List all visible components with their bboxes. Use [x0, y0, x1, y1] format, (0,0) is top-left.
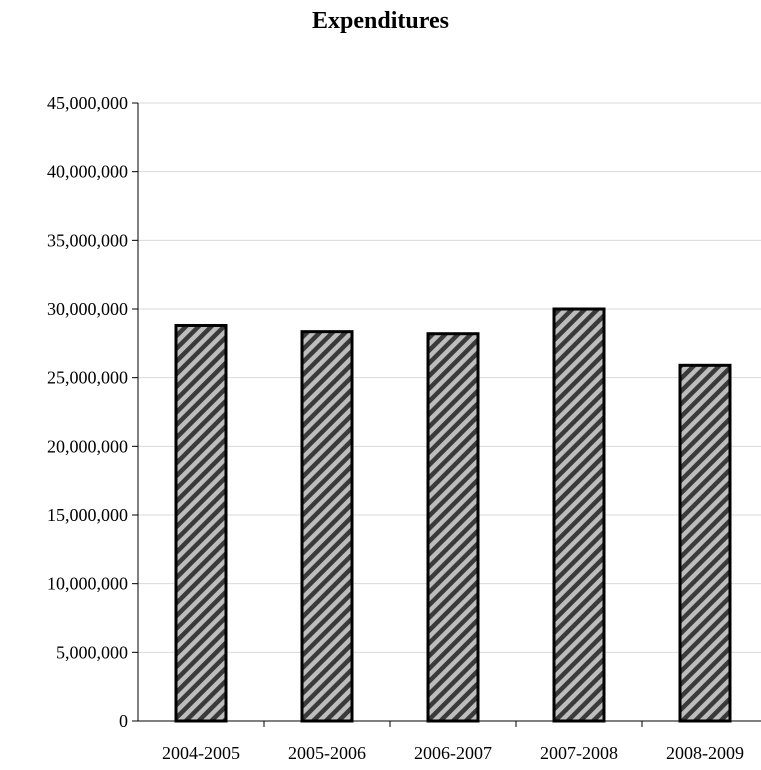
y-tick-label: 40,000,000 — [47, 162, 128, 182]
bar-2004-2005 — [174, 323, 228, 723]
bar-2008-2009 — [678, 363, 732, 723]
y-tick-label: 25,000,000 — [47, 368, 128, 388]
chart-title: Expenditures — [312, 8, 449, 34]
axes — [132, 102, 761, 727]
x-tick-label: 2004-2005 — [162, 743, 240, 763]
y-tick-label: 45,000,000 — [47, 93, 128, 113]
x-tick-label: 2005-2006 — [288, 743, 366, 763]
y-tick-label: 0 — [119, 711, 128, 731]
x-tick-label: 2008-2009 — [666, 743, 744, 763]
y-tick-label: 35,000,000 — [47, 230, 128, 250]
bar-2007-2008 — [552, 307, 606, 723]
x-tick-label: 2006-2007 — [414, 743, 492, 763]
y-tick-label: 10,000,000 — [47, 574, 128, 594]
bars — [174, 307, 732, 723]
bar-2005-2006 — [300, 330, 354, 723]
tick-labels: 0 5,000,000 10,000,000 15,000,000 20,000,000… — [47, 93, 744, 763]
x-tick-label: 2007-2008 — [540, 743, 618, 763]
y-tick-label: 30,000,000 — [47, 299, 128, 319]
y-tick-label: 15,000,000 — [47, 505, 128, 525]
bar-2006-2007 — [426, 332, 480, 723]
y-tick-label: 20,000,000 — [47, 436, 128, 456]
y-tick-label: 5,000,000 — [56, 642, 128, 662]
